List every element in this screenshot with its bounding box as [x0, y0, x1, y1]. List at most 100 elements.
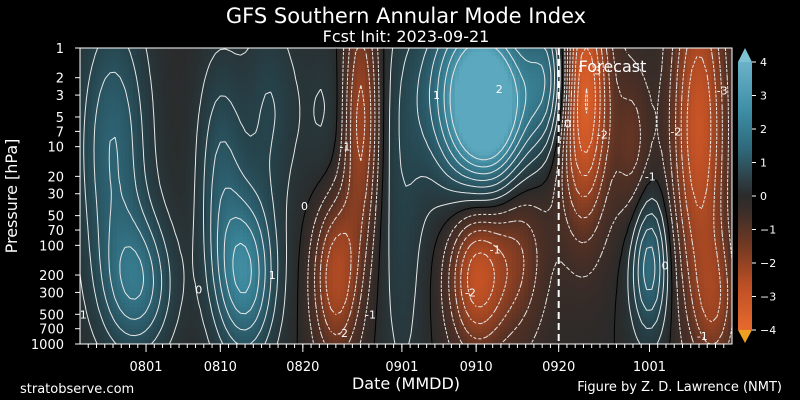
- heatmap-cell: [222, 177, 228, 182]
- heatmap-cell: [84, 173, 89, 179]
- heatmap-cell: [185, 210, 191, 216]
- heatmap-cell: [202, 51, 207, 56]
- heatmap-cell: [243, 181, 248, 186]
- heatmap-cell: [210, 233, 216, 238]
- heatmap-cell: [312, 236, 317, 241]
- heatmap-cell: [108, 336, 114, 341]
- heatmap-cell: [137, 307, 142, 312]
- heatmap-cell: [279, 125, 285, 130]
- heatmap-cell: [161, 173, 167, 179]
- heatmap-cell: [328, 184, 334, 190]
- heatmap-cell: [104, 318, 110, 323]
- heatmap-cell: [291, 122, 297, 127]
- heatmap-cell: [149, 70, 154, 75]
- heatmap-cell: [181, 321, 187, 327]
- heatmap-cell: [287, 314, 293, 319]
- heatmap-cell: [112, 118, 118, 123]
- heatmap-cell: [149, 159, 154, 164]
- heatmap-cell: [218, 318, 224, 323]
- heatmap-cell: [324, 229, 330, 234]
- heatmap-cell: [328, 144, 334, 149]
- heatmap-cell: [226, 133, 232, 138]
- heatmap-cell: [300, 99, 305, 105]
- heatmap-cell: [279, 284, 285, 290]
- heatmap-cell: [108, 292, 114, 297]
- heatmap-cell: [238, 266, 244, 271]
- heatmap-cell: [304, 129, 309, 134]
- heatmap-cell: [255, 181, 260, 186]
- heatmap-cell: [128, 233, 134, 238]
- heatmap-cell: [210, 240, 216, 245]
- heatmap-cell: [214, 51, 220, 56]
- heatmap-cell: [173, 170, 179, 175]
- heatmap-cell: [222, 166, 228, 171]
- heatmap-cell: [202, 199, 207, 204]
- heatmap-cell: [275, 118, 281, 123]
- heatmap-cell: [84, 181, 89, 186]
- heatmap-cell: [80, 81, 85, 86]
- heatmap-cell: [96, 85, 101, 90]
- heatmap-cell: [124, 147, 130, 153]
- heatmap-cell: [328, 340, 334, 344]
- heatmap-cell: [145, 332, 150, 338]
- heatmap-cell: [251, 140, 256, 145]
- heatmap-cell: [96, 270, 101, 275]
- heatmap-cell: [255, 184, 260, 190]
- heatmap-cell: [124, 307, 130, 312]
- heatmap-cell: [149, 236, 154, 241]
- heatmap-cell: [100, 55, 106, 60]
- heatmap-cell: [300, 251, 305, 256]
- heatmap-cell: [198, 255, 203, 260]
- heatmap-cell: [181, 284, 187, 290]
- heatmap-cell: [291, 321, 297, 327]
- heatmap-cell: [263, 332, 269, 338]
- heatmap-cell: [320, 133, 326, 138]
- heatmap-cell: [312, 225, 317, 230]
- heatmap-cell: [291, 318, 297, 323]
- heatmap-cell: [165, 284, 171, 290]
- heatmap-cell: [169, 48, 175, 53]
- heatmap-cell: [291, 144, 297, 149]
- heatmap-cell: [304, 218, 309, 223]
- heatmap-cell: [198, 321, 203, 327]
- heatmap-cell: [157, 255, 163, 260]
- heatmap-cell: [149, 107, 154, 112]
- heatmap-cell: [177, 173, 183, 179]
- heatmap-cell: [206, 225, 211, 230]
- heatmap-cell: [124, 262, 130, 267]
- heatmap-cell: [181, 147, 187, 153]
- heatmap-cell: [185, 184, 191, 190]
- heatmap-cell: [328, 51, 334, 56]
- heatmap-cell: [255, 340, 260, 344]
- heatmap-cell: [185, 332, 191, 338]
- heatmap-cell: [251, 114, 256, 119]
- heatmap-cell: [88, 292, 93, 297]
- heatmap-cell: [104, 59, 110, 64]
- heatmap-cell: [120, 73, 126, 79]
- heatmap-cell: [214, 59, 220, 64]
- heatmap-cell: [120, 118, 126, 123]
- heatmap-cell: [222, 255, 228, 260]
- heatmap-cell: [202, 184, 207, 190]
- heatmap-cell: [230, 277, 236, 282]
- heatmap-cell: [259, 196, 264, 201]
- heatmap-cell: [230, 184, 236, 190]
- heatmap-cell: [104, 247, 110, 253]
- heatmap-cell: [88, 66, 93, 71]
- heatmap-cell: [128, 258, 134, 264]
- heatmap-cell: [279, 70, 285, 75]
- heatmap-cell: [300, 125, 305, 130]
- heatmap-cell: [320, 192, 326, 197]
- heatmap-cell: [165, 314, 171, 319]
- heatmap-cell: [153, 307, 159, 312]
- heatmap-cell: [226, 277, 232, 282]
- heatmap-cell: [173, 340, 179, 344]
- heatmap-cell: [157, 122, 163, 127]
- heatmap-cell: [247, 140, 252, 145]
- heatmap-cell: [104, 140, 110, 145]
- heatmap-cell: [198, 340, 203, 344]
- heatmap-cell: [279, 218, 285, 223]
- heatmap-cell: [120, 321, 126, 327]
- heatmap-cell: [291, 81, 297, 86]
- heatmap-cell: [177, 88, 183, 93]
